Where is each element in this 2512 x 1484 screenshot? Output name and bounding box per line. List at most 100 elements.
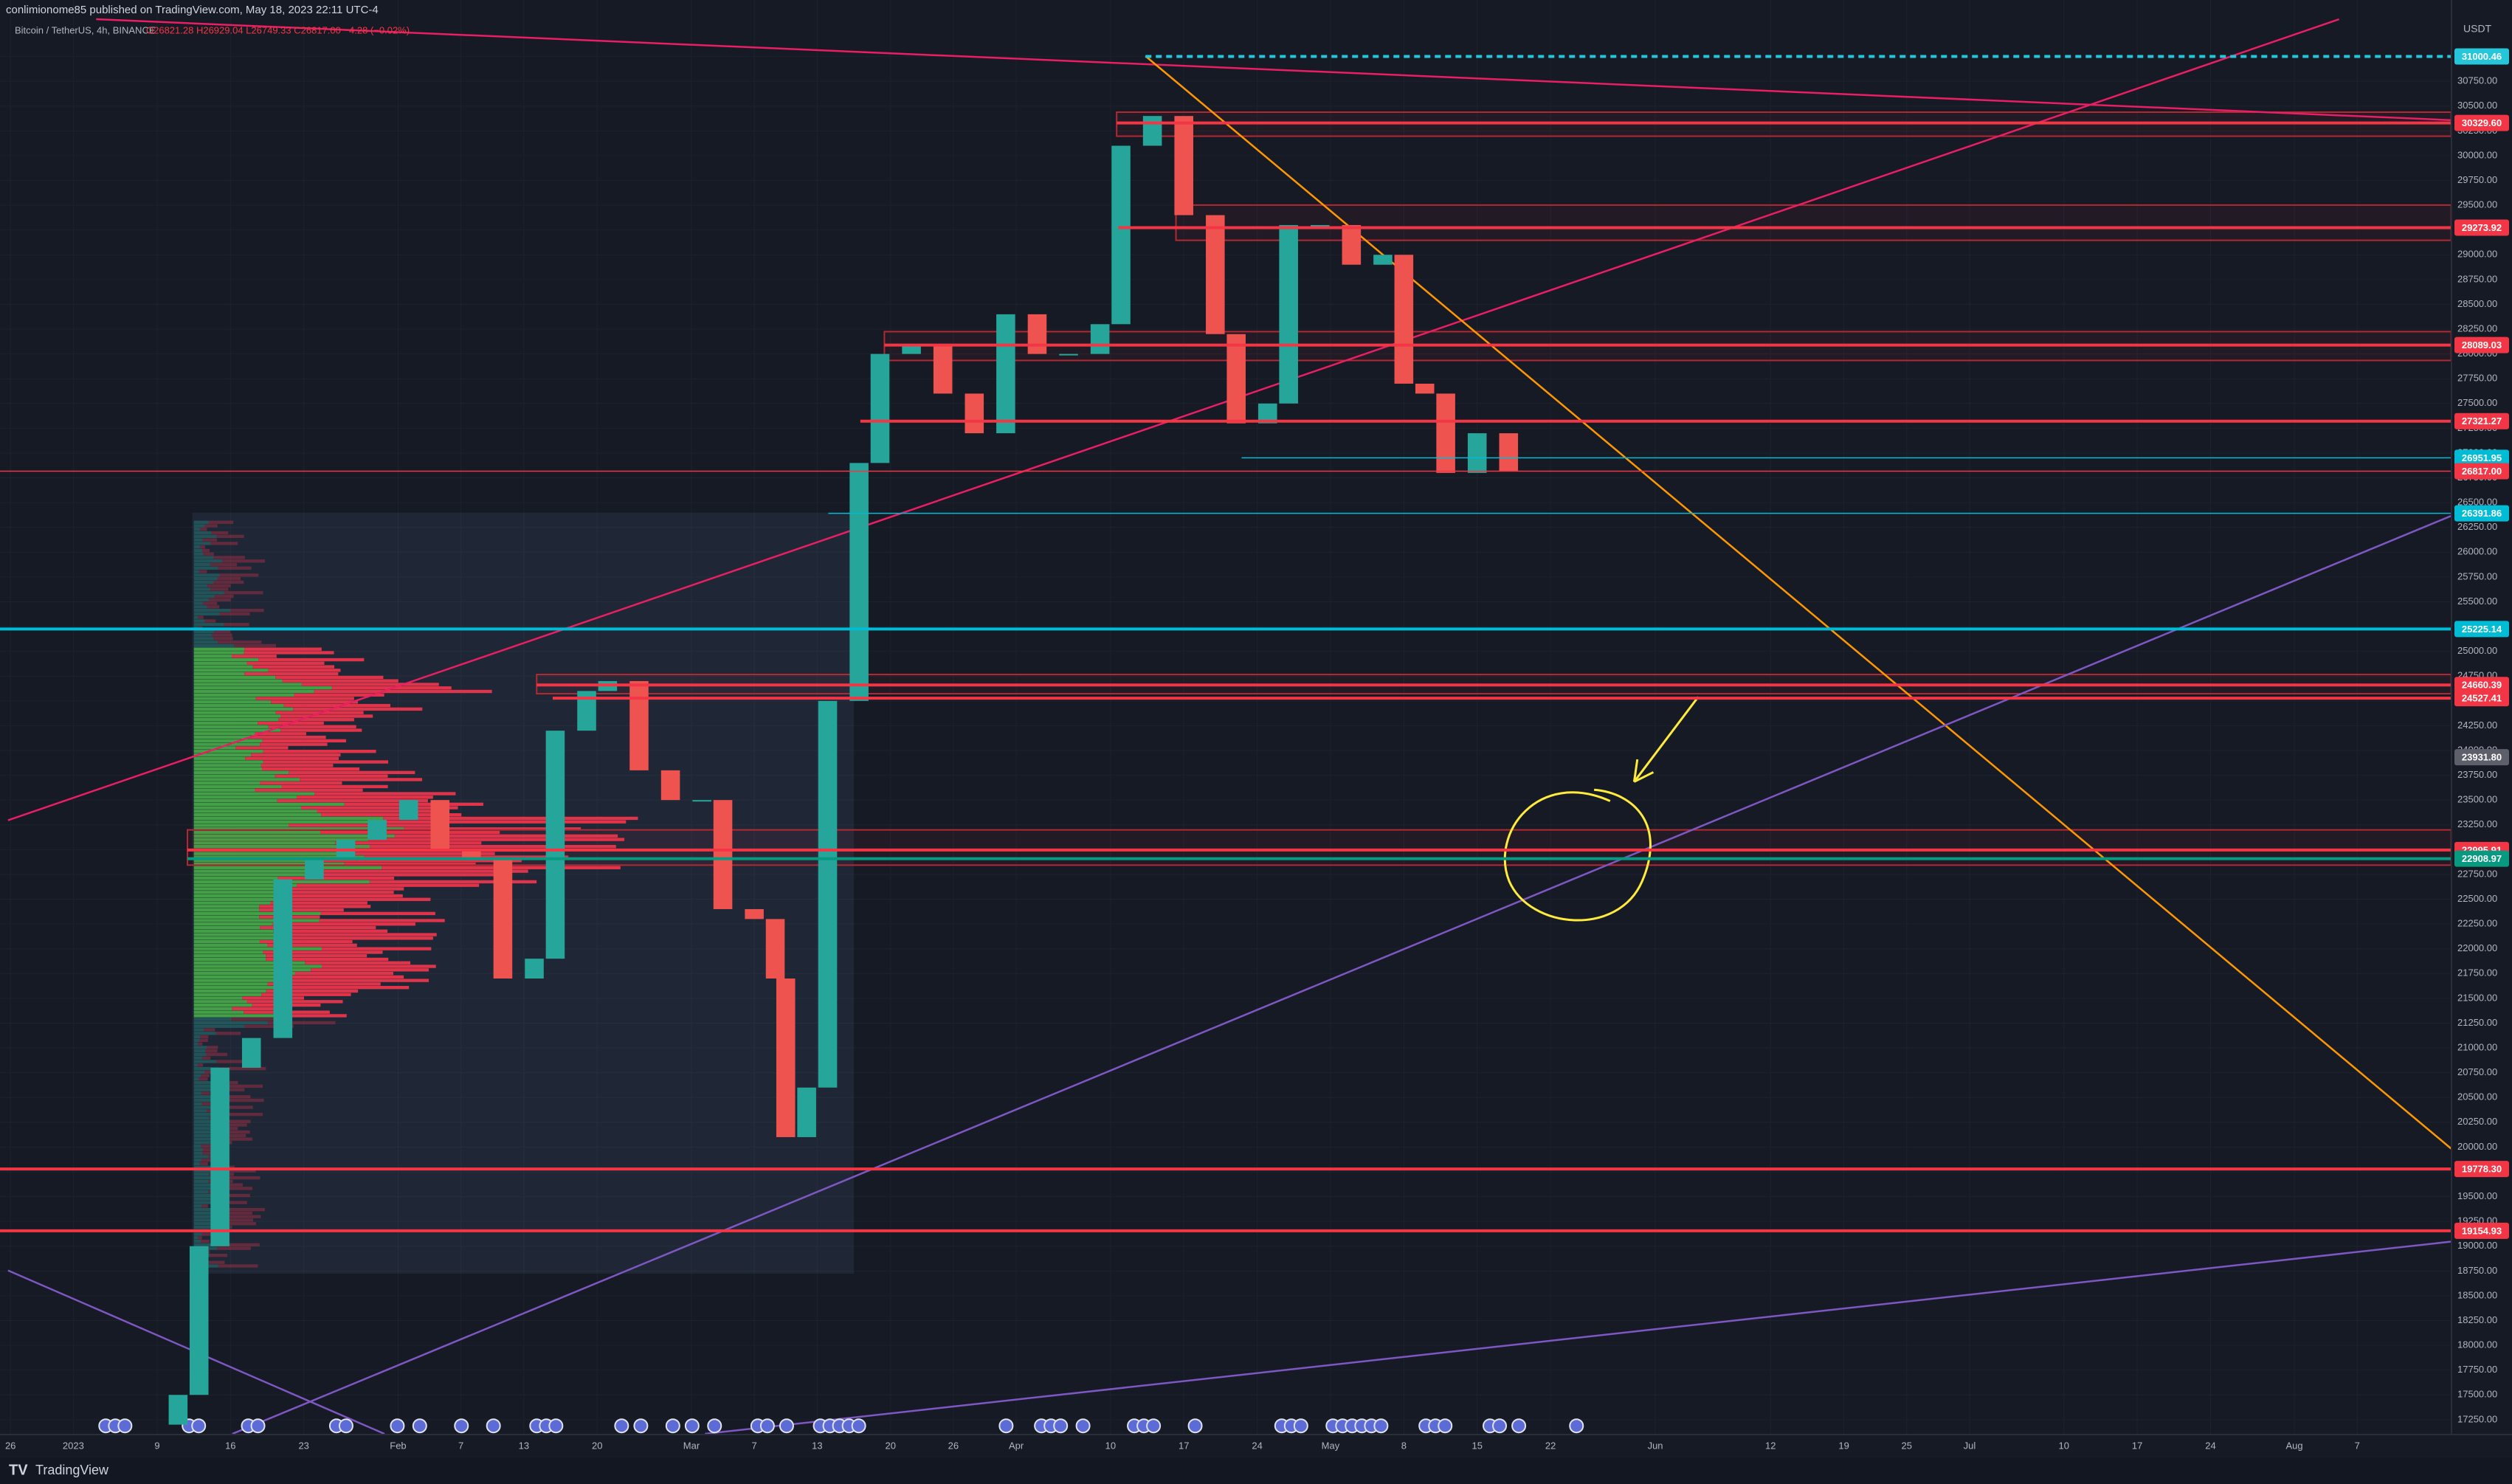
volume-profile-up: [193, 844, 370, 849]
event-icon: [998, 1418, 1014, 1434]
volume-profile-down: [221, 559, 266, 563]
y-tick-label: 26250.00: [2457, 521, 2497, 532]
volume-profile-up: [193, 1215, 221, 1218]
volume-profile-down: [224, 591, 263, 595]
x-tick-label: 8: [1401, 1440, 1407, 1451]
x-tick-label: 24: [1252, 1440, 1262, 1451]
volume-profile-up: [193, 1014, 276, 1018]
x-tick-label: 7: [458, 1440, 463, 1451]
volume-profile-up: [193, 1018, 232, 1021]
event-icon: [633, 1418, 649, 1434]
volume-profile-up: [193, 939, 260, 944]
volume-profile-down: [218, 1105, 253, 1109]
volume-profile-up: [193, 964, 322, 968]
volume-profile-down: [286, 933, 437, 936]
volume-profile-up: [193, 739, 263, 743]
x-tick-label: 13: [812, 1440, 822, 1451]
y-tick-label: 21000.00: [2457, 1041, 2497, 1052]
volume-profile-down: [255, 732, 306, 736]
symbol-title: Bitcoin / TetherUS, 4h, BINANCE: [15, 24, 156, 35]
x-tick-label: 16: [225, 1440, 235, 1451]
volume-profile-down: [242, 996, 304, 1000]
event-icon: [1293, 1418, 1308, 1434]
volume-profile-up: [193, 770, 289, 775]
volume-profile-up: [193, 908, 260, 912]
volume-profile-up: [193, 528, 200, 531]
volume-profile-down: [198, 1042, 203, 1046]
volume-profile-up: [193, 919, 320, 922]
volume-profile-up: [193, 950, 263, 954]
candle: [692, 800, 711, 802]
volume-profile-up: [193, 810, 317, 813]
volume-profile-down: [280, 714, 373, 718]
volume-profile-up: [193, 1190, 209, 1194]
x-tick-label: Feb: [390, 1440, 406, 1451]
volume-profile-down: [383, 816, 638, 821]
volume-profile-up: [193, 778, 300, 781]
volume-profile-down: [273, 929, 388, 933]
volume-profile-up: [193, 922, 272, 926]
volume-profile-up: [193, 1032, 216, 1035]
volume-profile-down: [335, 841, 482, 845]
volume-profile-down: [270, 901, 368, 905]
volume-profile-up: [193, 841, 336, 845]
volume-profile-down: [277, 876, 395, 880]
volume-profile-up: [193, 915, 260, 919]
candle: [398, 800, 418, 821]
y-tick-label: 17750.00: [2457, 1364, 2497, 1375]
volume-profile-up: [193, 834, 395, 838]
volume-profile-up: [193, 1074, 201, 1077]
event-icon: [1146, 1418, 1162, 1434]
volume-profile-down: [207, 605, 220, 609]
y-tick-label: 18750.00: [2457, 1265, 2497, 1276]
x-tick-label: 23: [298, 1440, 308, 1451]
volume-profile-up: [193, 824, 289, 827]
event-icon: [250, 1418, 266, 1434]
volume-profile-down: [321, 947, 432, 950]
volume-profile-down: [263, 760, 389, 764]
candle: [545, 731, 565, 959]
y-tick-label: 22500.00: [2457, 893, 2497, 904]
volume-profile-up: [193, 1222, 226, 1226]
candle: [1174, 116, 1193, 215]
volume-profile-up: [193, 947, 322, 950]
volume-profile-up: [193, 1232, 202, 1236]
y-tick-label: 21750.00: [2457, 967, 2497, 979]
volume-profile-up: [193, 1169, 221, 1173]
volume-profile-up: [193, 584, 207, 587]
volume-profile-down: [284, 891, 394, 894]
volume-profile-down: [218, 640, 262, 644]
level-tag: [2454, 463, 2509, 480]
event-icon: [614, 1418, 629, 1434]
y-tick-label: 19500.00: [2457, 1190, 2497, 1201]
volume-profile-down: [244, 672, 339, 676]
volume-profile-down: [320, 830, 500, 835]
volume-profile-down: [321, 812, 462, 817]
volume-profile-up: [193, 1147, 203, 1152]
x-tick-label: 15: [1471, 1440, 1482, 1451]
volume-profile-up: [193, 1183, 213, 1187]
level-label: 24527.41: [2462, 693, 2502, 704]
volume-profile-up: [193, 1193, 222, 1198]
candle: [462, 849, 481, 860]
volume-profile-down: [199, 1162, 208, 1166]
volume-profile-down: [255, 697, 354, 700]
volume-profile-down: [201, 1204, 208, 1208]
level-label: 30329.60: [2462, 117, 2502, 128]
volume-profile-up: [193, 1162, 200, 1166]
volume-profile-up: [193, 683, 302, 686]
volume-profile-down: [219, 612, 250, 616]
candle: [1027, 314, 1047, 354]
volume-profile-up: [193, 1105, 219, 1109]
volume-profile-up: [193, 894, 291, 898]
volume-profile-down: [262, 739, 346, 743]
volume-profile-down: [321, 964, 436, 968]
volume-profile-down: [268, 1021, 336, 1025]
level-label: 28089.03: [2462, 339, 2502, 351]
volume-profile-down: [297, 796, 433, 799]
volume-profile-up: [193, 1109, 207, 1113]
candle: [189, 1246, 209, 1395]
volume-profile-up: [193, 820, 381, 824]
candle: [1436, 393, 1455, 473]
volume-profile-down: [314, 859, 522, 863]
